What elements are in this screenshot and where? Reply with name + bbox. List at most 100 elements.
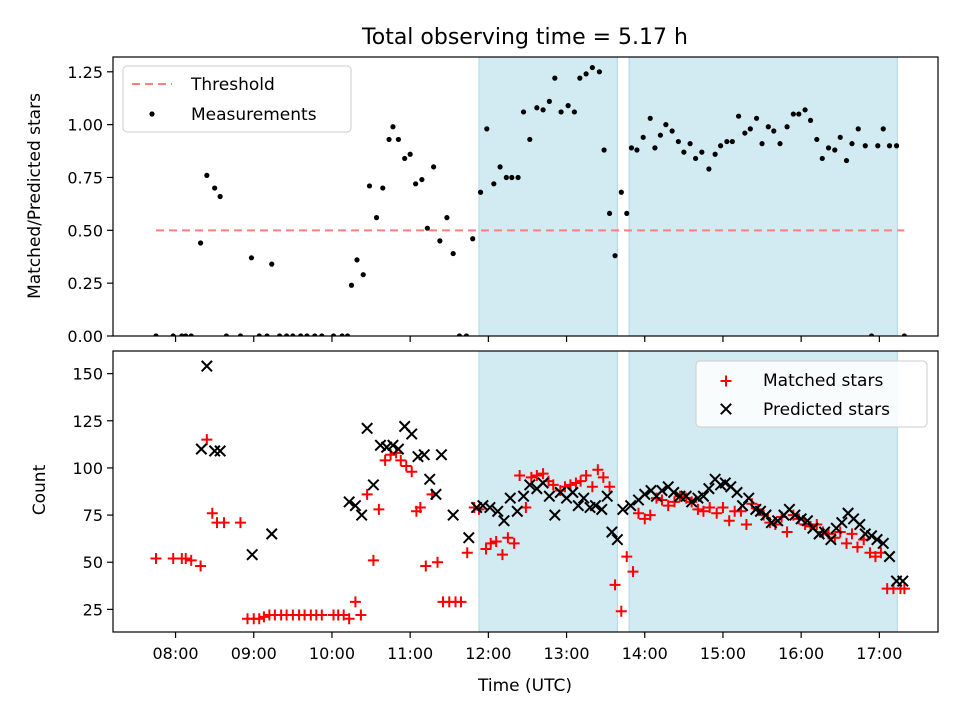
measurement-point	[424, 225, 430, 231]
measurement-point	[431, 164, 437, 170]
measurement-point	[819, 155, 825, 162]
measurement-point	[606, 210, 613, 217]
measurement-point	[875, 143, 881, 149]
measurement-point	[747, 126, 753, 132]
measurement-point	[657, 132, 663, 138]
measurement-point	[735, 113, 742, 119]
measurement-point	[248, 255, 255, 261]
measurement-point	[484, 126, 490, 132]
predicted-star-point	[702, 482, 715, 495]
matched-star-point	[379, 454, 391, 466]
predicted-star-point	[865, 529, 878, 542]
predicted-star-point	[462, 531, 475, 544]
predicted-star-point	[624, 499, 637, 512]
measurement-point	[669, 128, 675, 134]
measurement-point	[843, 157, 850, 164]
measurement-point	[450, 250, 456, 257]
x-tick-label: 17:00	[856, 644, 902, 663]
matched-star-point	[575, 475, 587, 487]
predicted-star-point	[871, 533, 883, 546]
predicted-star-point	[788, 509, 801, 521]
measurement-point	[463, 333, 470, 336]
measurement-point	[825, 145, 832, 151]
measurement-point	[742, 130, 748, 136]
matched-star-point	[531, 469, 543, 481]
bottom-y-tick-label: 50	[83, 553, 103, 572]
predicted-star-point	[638, 488, 651, 501]
measurement-point	[197, 240, 204, 246]
matched-star-point	[432, 556, 444, 568]
predicted-star-point	[896, 575, 909, 587]
predicted-star-point	[405, 428, 418, 440]
predicted-star-point	[883, 550, 896, 563]
x-tick-label: 10:00	[309, 644, 355, 663]
matched-star-point	[367, 554, 379, 566]
measurement-point	[477, 189, 484, 195]
measurement-point	[444, 215, 450, 221]
matched-star-point	[781, 526, 793, 538]
matched-star-point	[650, 492, 662, 504]
matched-star-point	[644, 509, 656, 521]
x-tick-label: 08:00	[153, 644, 199, 663]
predicted-star-point	[476, 499, 489, 512]
measurement-point	[456, 333, 463, 336]
matched-star-point	[206, 507, 218, 519]
matched-star-point	[570, 477, 582, 489]
measurement-point	[312, 333, 318, 336]
matched-star-point	[711, 507, 723, 519]
predicted-star-point	[719, 477, 732, 489]
measurement-point	[534, 105, 540, 111]
matched-star-point	[195, 560, 207, 572]
predicted-star-point	[589, 499, 602, 512]
measurement-point	[237, 333, 244, 336]
predicted-star-point	[685, 495, 698, 508]
predicted-star-point	[361, 422, 374, 435]
measurement-point	[634, 147, 640, 153]
predicted-star-point	[418, 448, 431, 461]
top-legend: Threshold Measurements	[122, 65, 352, 133]
matched-star-point	[537, 468, 549, 480]
predicted-star-point	[214, 445, 227, 457]
matched-star-point	[846, 528, 858, 540]
measurement-point	[290, 333, 296, 336]
measurement-point	[509, 174, 515, 181]
matched-star-point	[258, 611, 270, 623]
predicted-star-point	[435, 448, 448, 461]
measurement-point	[497, 164, 503, 170]
matched-star-point	[343, 613, 355, 625]
matched-star-point	[604, 481, 616, 493]
matched-star-point	[349, 596, 361, 608]
matched-star-point	[717, 502, 729, 514]
matched-star-point	[373, 503, 385, 515]
measurement-point	[552, 75, 558, 81]
matched-star-point	[180, 552, 192, 564]
measurement-point	[681, 149, 687, 155]
matched-star-point	[218, 517, 230, 529]
measurement-point	[413, 181, 419, 187]
predicted-star-point	[349, 499, 362, 512]
predicted-star-point	[754, 505, 767, 518]
matched-star-point	[692, 503, 704, 515]
measurement-point	[390, 124, 396, 130]
matched-star-point	[496, 549, 508, 561]
measurement-point	[217, 193, 223, 200]
matched-star-point	[851, 541, 863, 553]
measurement-point	[344, 333, 351, 336]
bottom-y-tick-label: 150	[72, 365, 103, 384]
matched-star-point	[420, 560, 432, 572]
measurement-point	[790, 111, 796, 117]
measurement-point	[339, 333, 345, 336]
predicted-star-point	[595, 503, 608, 516]
predicted-star-point	[208, 445, 221, 457]
legend-matched-swatch	[720, 375, 732, 387]
measurement-point	[771, 128, 777, 134]
measurement-point	[837, 134, 843, 140]
measurement-point	[640, 134, 646, 140]
measurement-point	[718, 143, 724, 149]
legend-threshold-label: Threshold	[190, 75, 275, 95]
predicted-star-point	[517, 490, 530, 503]
measurement-point	[596, 69, 602, 75]
predicted-star-point	[566, 486, 579, 499]
predicted-star-point	[484, 501, 496, 514]
measurement-point	[647, 115, 653, 121]
